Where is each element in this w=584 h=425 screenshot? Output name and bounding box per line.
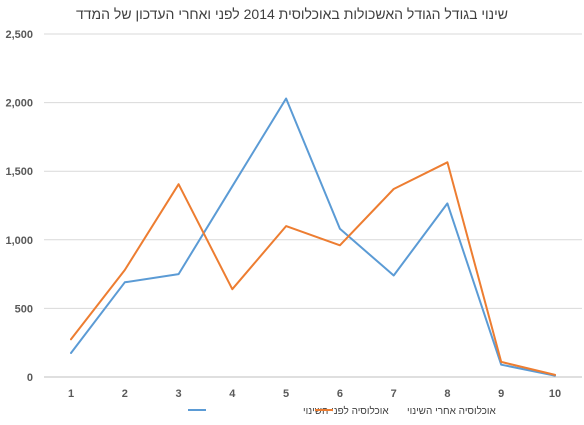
series-line-2 [70, 161, 556, 376]
x-tick-label: 1 [68, 388, 74, 400]
chart-title: שינוי בגודל הגודל האשכולות באוכלוסית 201… [76, 6, 508, 22]
legend-label-2: אוכלוסיה אחרי השינוי [407, 405, 497, 417]
y-tick-label: 1,500 [5, 166, 33, 178]
y-tick-label: 2,500 [5, 29, 33, 41]
x-tick-label: 8 [444, 388, 450, 400]
x-tick-label: 6 [337, 388, 343, 400]
y-tick-label: 2,000 [5, 98, 33, 110]
y-axis-tick-labels: 0 500 1,000 1,500 2,000 2,500 [5, 29, 33, 384]
y-tick-label: 500 [15, 303, 33, 315]
x-tick-label: 10 [549, 388, 561, 400]
x-tick-label: 3 [175, 388, 181, 400]
series-line-1 [70, 97, 556, 377]
x-tick-label: 2 [122, 388, 128, 400]
y-tick-label: 1,000 [5, 235, 33, 247]
x-tick-label: 9 [498, 388, 504, 400]
x-tick-label: 5 [283, 388, 289, 400]
y-tick-label: 0 [27, 372, 33, 384]
legend-label-1: אוכלוסיה לפני השינוי [303, 405, 389, 417]
legend: אוכלוסיה לפני השינוי אוכלוסיה אחרי השינוי [188, 405, 497, 417]
x-axis-tick-labels: 1 2 3 4 5 6 7 8 9 10 [68, 388, 561, 400]
series-lines [70, 97, 556, 377]
x-tick-label: 4 [229, 388, 236, 400]
gridlines [44, 33, 582, 378]
x-tick-label: 7 [391, 388, 397, 400]
